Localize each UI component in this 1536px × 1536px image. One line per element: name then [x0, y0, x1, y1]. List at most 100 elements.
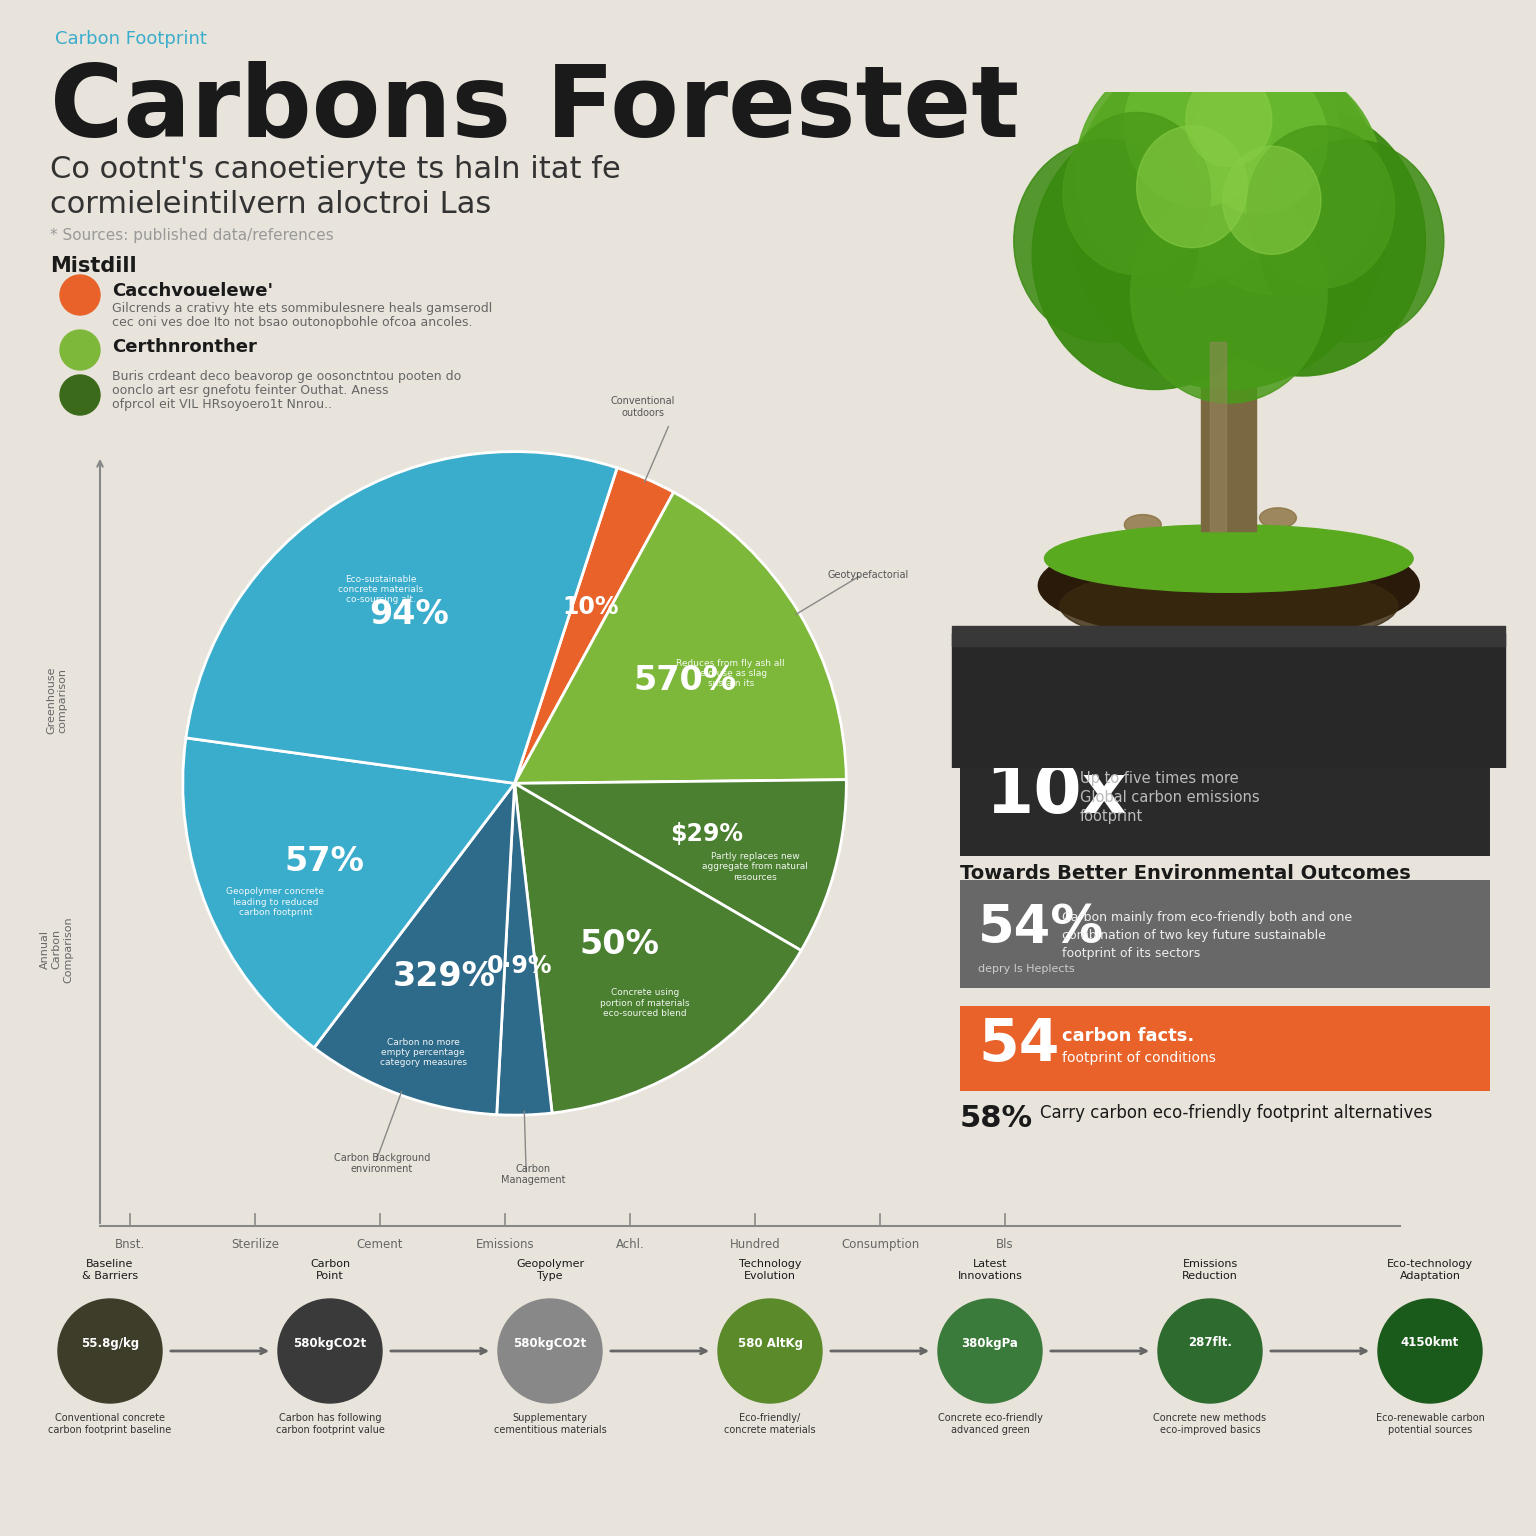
Circle shape [1180, 106, 1425, 376]
Text: footprint: footprint [1080, 809, 1143, 825]
Text: $29%: $29% [671, 822, 743, 846]
Text: Eco-technology
Adaptation: Eco-technology Adaptation [1387, 1260, 1473, 1281]
Wedge shape [515, 468, 674, 783]
Text: carbon facts.: carbon facts. [1061, 1028, 1195, 1044]
Text: Eco-renewable carbon
potential sources: Eco-renewable carbon potential sources [1376, 1413, 1484, 1435]
Text: Bls: Bls [997, 1238, 1014, 1250]
Text: Bnst.: Bnst. [115, 1238, 144, 1250]
Bar [1210, 343, 1226, 531]
Circle shape [1118, 18, 1339, 261]
Text: Supplementary
cementitious materials: Supplementary cementitious materials [493, 1413, 607, 1435]
Text: Co ootnt's canoetieryte ts haIn itat fe: Co ootnt's canoetieryte ts haIn itat fe [51, 155, 621, 184]
Text: 54%: 54% [978, 902, 1104, 954]
Wedge shape [515, 780, 846, 951]
Text: Emissions: Emissions [476, 1238, 535, 1250]
Circle shape [1378, 1299, 1482, 1402]
Text: Consumption: Consumption [840, 1238, 919, 1250]
Text: Global carbon emissions: Global carbon emissions [1080, 791, 1260, 805]
Ellipse shape [1161, 528, 1198, 548]
Circle shape [717, 1299, 822, 1402]
Text: 380kgPa: 380kgPa [962, 1336, 1018, 1350]
Text: Achl.: Achl. [616, 1238, 645, 1250]
Ellipse shape [1038, 531, 1419, 639]
Circle shape [60, 275, 100, 315]
Text: Cacchvouelewe': Cacchvouelewe' [112, 283, 273, 300]
Bar [960, 880, 1490, 988]
Text: 55.8g/kg: 55.8g/kg [81, 1336, 140, 1350]
Text: Hundred: Hundred [730, 1238, 780, 1250]
Circle shape [1223, 146, 1321, 255]
Text: depry ls Heplects: depry ls Heplects [978, 965, 1075, 974]
Text: Eco-friendly/
concrete materials: Eco-friendly/ concrete materials [723, 1413, 816, 1435]
Circle shape [1130, 187, 1327, 402]
Text: Concrete new methods
eco-improved basics: Concrete new methods eco-improved basics [1154, 1413, 1267, 1435]
Text: Carbon has following
carbon footprint value: Carbon has following carbon footprint va… [275, 1413, 384, 1435]
Text: Latest
Innovations: Latest Innovations [957, 1260, 1023, 1281]
Text: 57%: 57% [284, 845, 364, 879]
Text: 10%: 10% [562, 594, 619, 619]
Circle shape [1124, 45, 1272, 207]
Text: 58%: 58% [960, 1104, 1034, 1134]
Text: Carbon Background
environment: Carbon Background environment [333, 1152, 430, 1174]
Circle shape [1014, 140, 1198, 343]
Text: Carbons Forestet: Carbons Forestet [51, 60, 1018, 157]
Text: Carbon
Management: Carbon Management [501, 1164, 565, 1186]
Circle shape [1158, 1299, 1263, 1402]
Text: * Sources: published data/references: * Sources: published data/references [51, 227, 333, 243]
Circle shape [1174, 65, 1382, 295]
Text: 0·9%: 0·9% [487, 954, 553, 978]
Text: Greenhouse
comparison: Greenhouse comparison [46, 667, 68, 734]
Text: cormieleintilvern aloctroi Las: cormieleintilvern aloctroi Las [51, 190, 492, 220]
Text: Geopolymer concrete
leading to reduced
carbon footprint: Geopolymer concrete leading to reduced c… [226, 888, 324, 917]
Text: oonclo art esr gnefotu feinter Outhat. Aness: oonclo art esr gnefotu feinter Outhat. A… [112, 384, 389, 396]
Circle shape [1063, 112, 1210, 275]
Text: Towards Better Environmental Outcomes: Towards Better Environmental Outcomes [960, 863, 1410, 883]
Bar [952, 633, 1505, 768]
Text: 580 AltKg: 580 AltKg [737, 1336, 802, 1350]
Circle shape [1075, 58, 1284, 289]
Ellipse shape [1260, 508, 1296, 528]
Text: 10x: 10x [985, 760, 1126, 828]
Text: Baseline
& Barriers: Baseline & Barriers [81, 1260, 138, 1281]
Circle shape [1069, 38, 1389, 390]
Ellipse shape [1223, 528, 1260, 548]
Wedge shape [515, 783, 802, 1114]
Text: 580kgCO2t: 580kgCO2t [513, 1336, 587, 1350]
Text: Certhnronther: Certhnronther [112, 338, 257, 356]
Circle shape [278, 1299, 382, 1402]
Text: Sterilize: Sterilize [230, 1238, 280, 1250]
Text: Carbon mainly from eco-friendly both and one: Carbon mainly from eco-friendly both and… [1061, 911, 1352, 925]
Text: Geopolymer
Type: Geopolymer Type [516, 1260, 584, 1281]
Circle shape [1186, 72, 1272, 166]
Bar [960, 1006, 1490, 1091]
Text: Carbon Footprint: Carbon Footprint [55, 31, 207, 48]
Text: Cement: Cement [356, 1238, 404, 1250]
Circle shape [60, 330, 100, 370]
Wedge shape [496, 783, 551, 1115]
Text: Geotypefactorial: Geotypefactorial [828, 570, 909, 581]
Text: Annual
Carbon
Comparison: Annual Carbon Comparison [40, 915, 74, 983]
Ellipse shape [1060, 565, 1398, 647]
Text: 54: 54 [978, 1015, 1060, 1072]
Text: Buris crdeant deco beavorop ge oosonctntou pooten do: Buris crdeant deco beavorop ge oosonctnt… [112, 370, 461, 382]
Wedge shape [515, 492, 846, 783]
Text: Up to five times more: Up to five times more [1080, 771, 1238, 786]
Bar [952, 627, 1505, 647]
Circle shape [1137, 126, 1247, 247]
Wedge shape [183, 737, 515, 1048]
Text: combination of two key future sustainable: combination of two key future sustainabl… [1061, 928, 1326, 942]
Text: footprint of its sectors: footprint of its sectors [1061, 946, 1200, 960]
Text: Partly replaces new
aggregate from natural
resources: Partly replaces new aggregate from natur… [702, 852, 808, 882]
Text: Conventional concrete
carbon footprint baseline: Conventional concrete carbon footprint b… [48, 1413, 172, 1435]
Text: ofprcol eit VIL HRsoyoero1t Nnrou..: ofprcol eit VIL HRsoyoero1t Nnrou.. [112, 398, 332, 412]
Wedge shape [186, 452, 617, 783]
Text: Carbon
Point: Carbon Point [310, 1260, 350, 1281]
Text: 287flt.: 287flt. [1187, 1336, 1232, 1350]
Bar [960, 751, 1490, 856]
Text: 580kgCO2t: 580kgCO2t [293, 1336, 367, 1350]
Text: Technology
Evolution: Technology Evolution [739, 1260, 802, 1281]
Circle shape [938, 1299, 1041, 1402]
Text: 570%: 570% [634, 665, 737, 697]
Text: Conventional
outdoors: Conventional outdoors [611, 396, 676, 418]
Text: 329%: 329% [392, 960, 495, 992]
